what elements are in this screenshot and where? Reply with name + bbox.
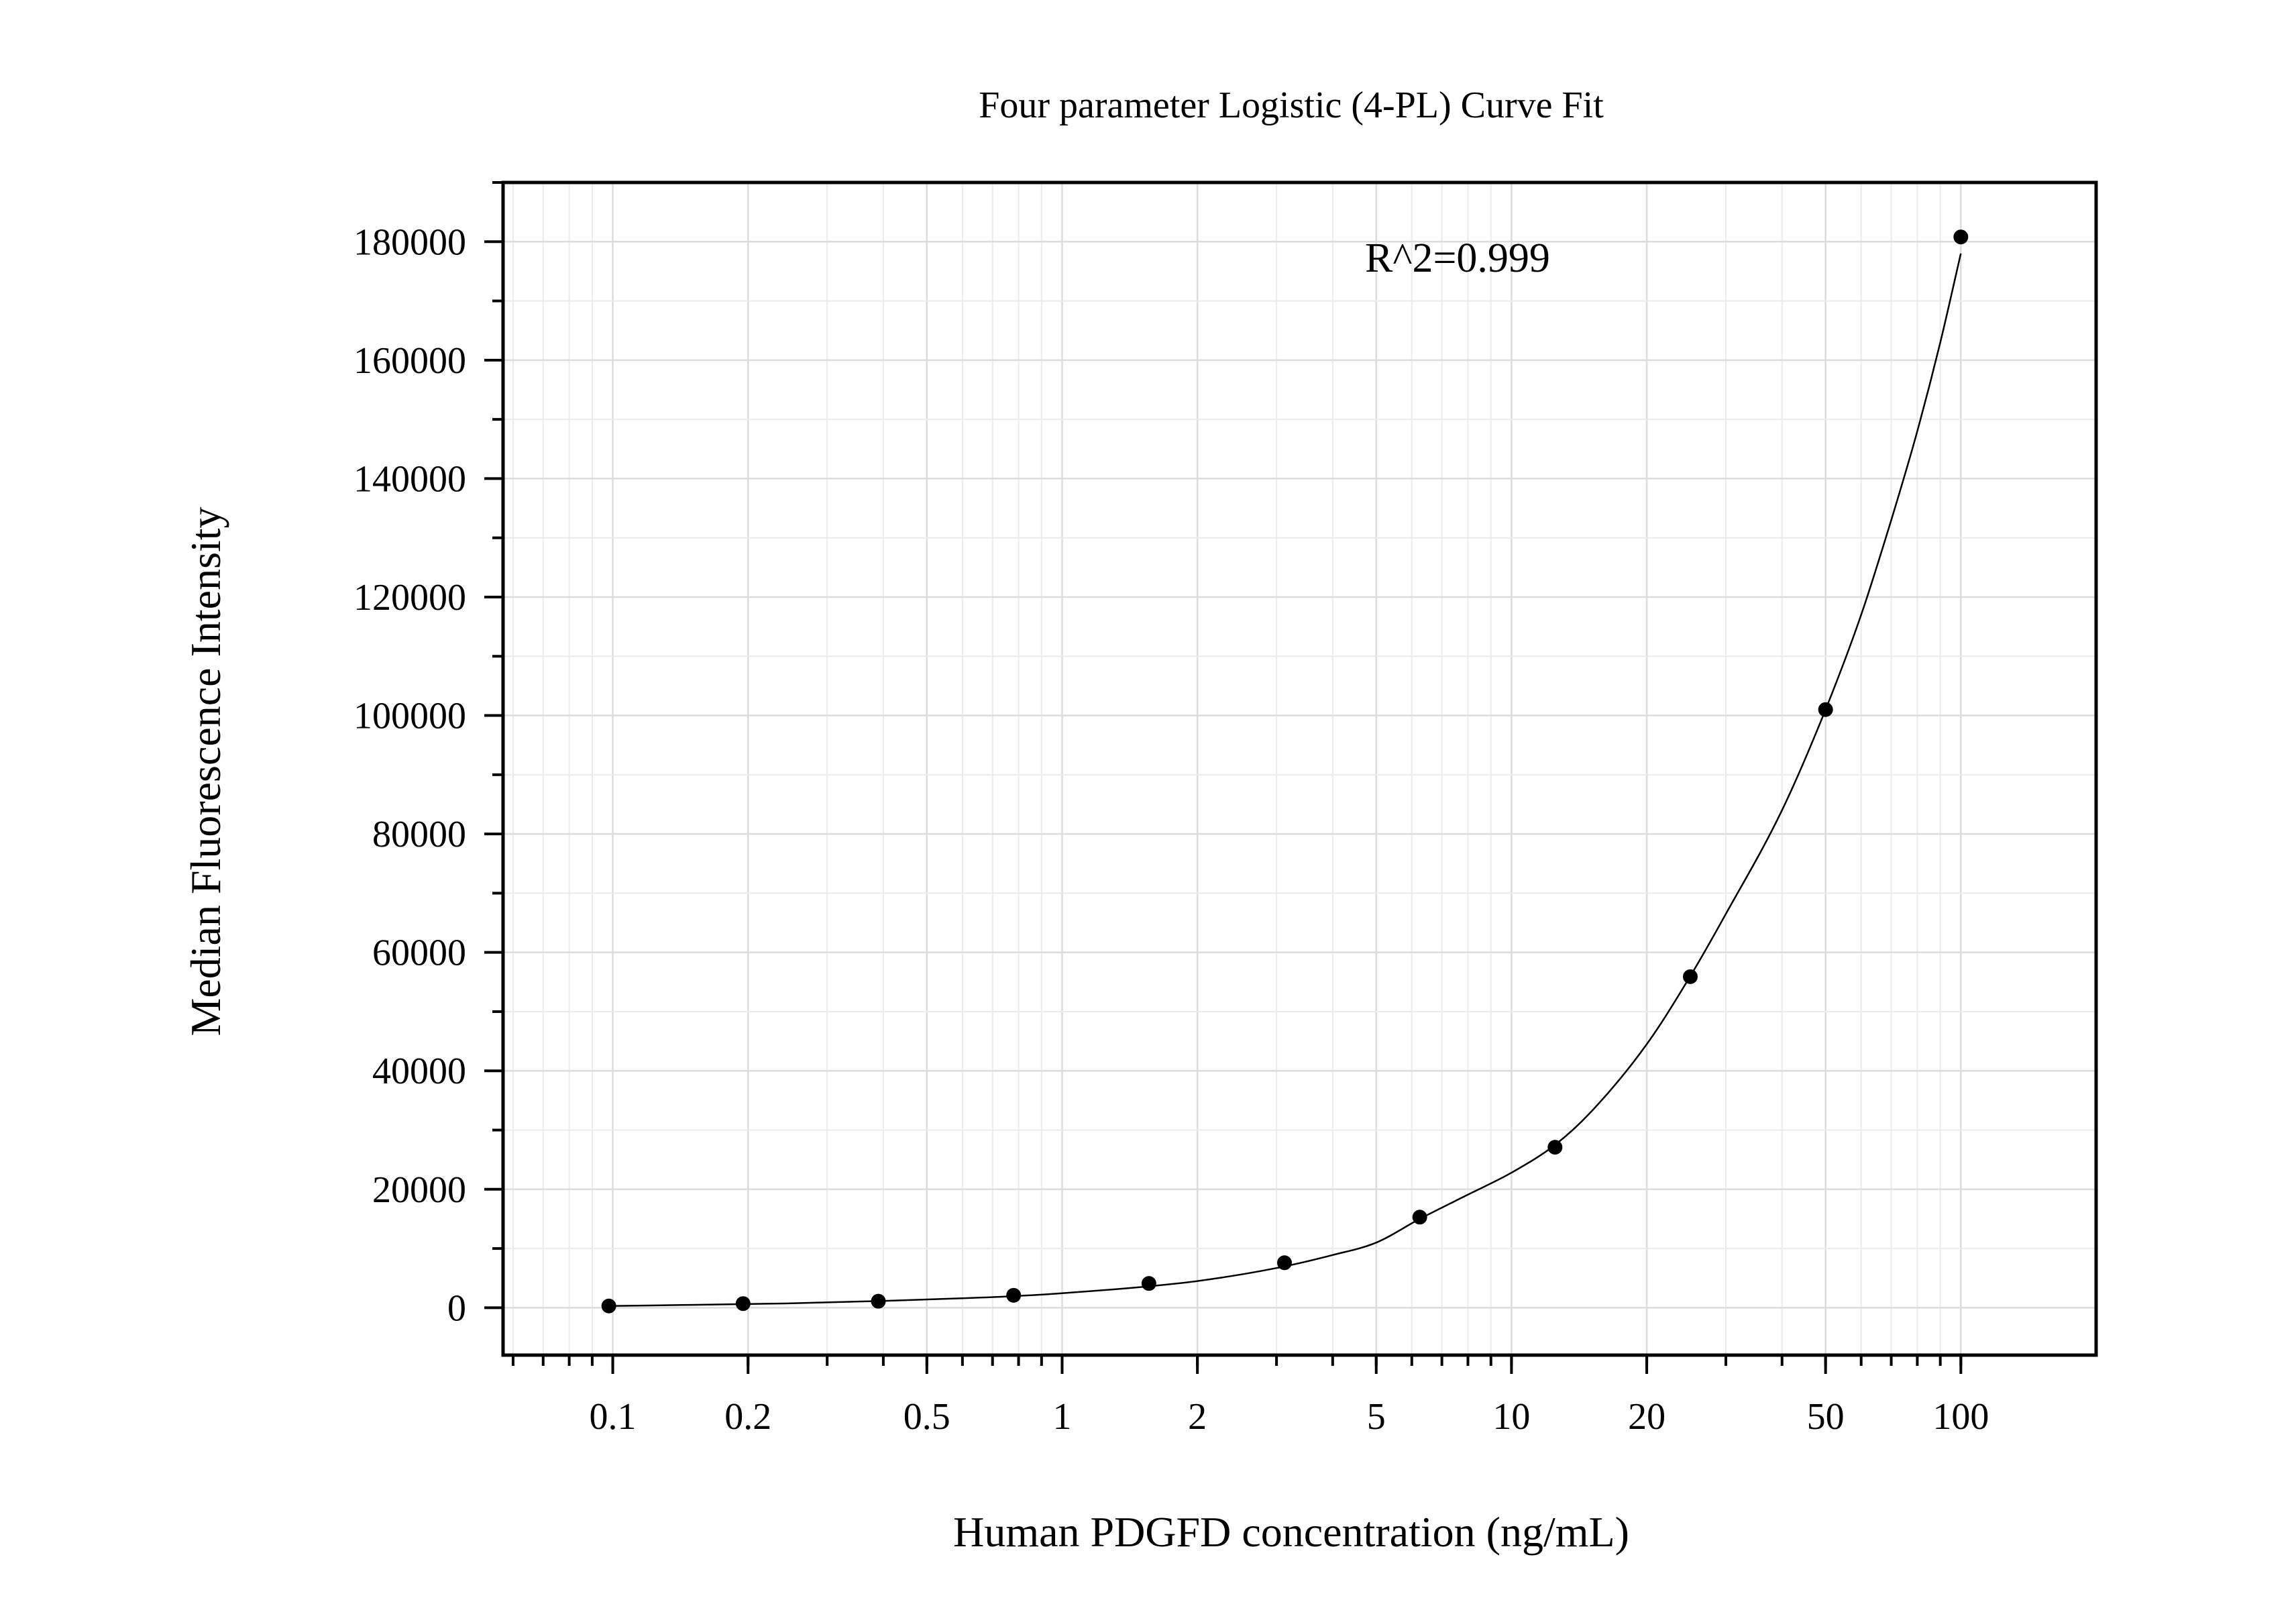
x-tick-label: 0.1 <box>590 1396 637 1438</box>
y-tick-label: 160000 <box>353 340 466 382</box>
y-tick-label: 140000 <box>353 458 466 500</box>
y-axis-title: Median Fluorescence Intensity <box>182 506 229 1036</box>
x-tick-label: 0.2 <box>724 1396 771 1438</box>
chart-title: Four parameter Logistic (4-PL) Curve Fit <box>979 85 1604 126</box>
grid <box>503 182 2096 1355</box>
data-point <box>601 1298 616 1314</box>
x-tick-label: 100 <box>1932 1396 1989 1438</box>
x-tick-label: 5 <box>1367 1396 1386 1438</box>
data-point <box>1547 1140 1563 1155</box>
y-tick-label: 100000 <box>353 696 466 737</box>
y-tick-label: 80000 <box>372 814 466 855</box>
x-tick-label: 1 <box>1052 1396 1071 1438</box>
data-point <box>1953 229 1969 245</box>
x-tick-label: 50 <box>1807 1396 1845 1438</box>
y-tick-label: 20000 <box>372 1169 466 1211</box>
x-tick-label: 10 <box>1492 1396 1530 1438</box>
axis-ticks <box>484 181 1963 1374</box>
y-tick-label: 60000 <box>372 932 466 974</box>
data-point <box>871 1293 886 1309</box>
plot-frame <box>501 180 2098 1357</box>
data-point <box>735 1296 751 1312</box>
x-tick-labels: 0.1 0.2 0.5 1 2 5 10 20 50 100 <box>590 1396 1989 1438</box>
data-point <box>1141 1276 1156 1291</box>
x-tick-label: 0.5 <box>904 1396 950 1438</box>
data-point <box>1006 1287 1022 1303</box>
x-tick-label: 20 <box>1628 1396 1665 1438</box>
data-point <box>1682 969 1698 984</box>
y-tick-label: 120000 <box>353 577 466 619</box>
fit-curve <box>608 253 1962 1307</box>
data-points <box>601 229 1969 1314</box>
y-tick-label: 40000 <box>372 1051 466 1092</box>
y-tick-labels: 0 20000 40000 60000 80000 100000 120000 140000 1… <box>353 221 466 1329</box>
data-point <box>1412 1210 1427 1225</box>
x-axis-title: Human PDGFD concentration (ng/mL) <box>953 1508 1629 1556</box>
y-tick-label: 180000 <box>353 221 466 263</box>
r-squared-annotation: R^2=0.999 <box>1365 235 1550 281</box>
x-tick-label: 2 <box>1188 1396 1207 1438</box>
y-tick-label: 0 <box>447 1287 466 1329</box>
data-point <box>1276 1255 1292 1271</box>
data-point <box>1818 702 1833 717</box>
